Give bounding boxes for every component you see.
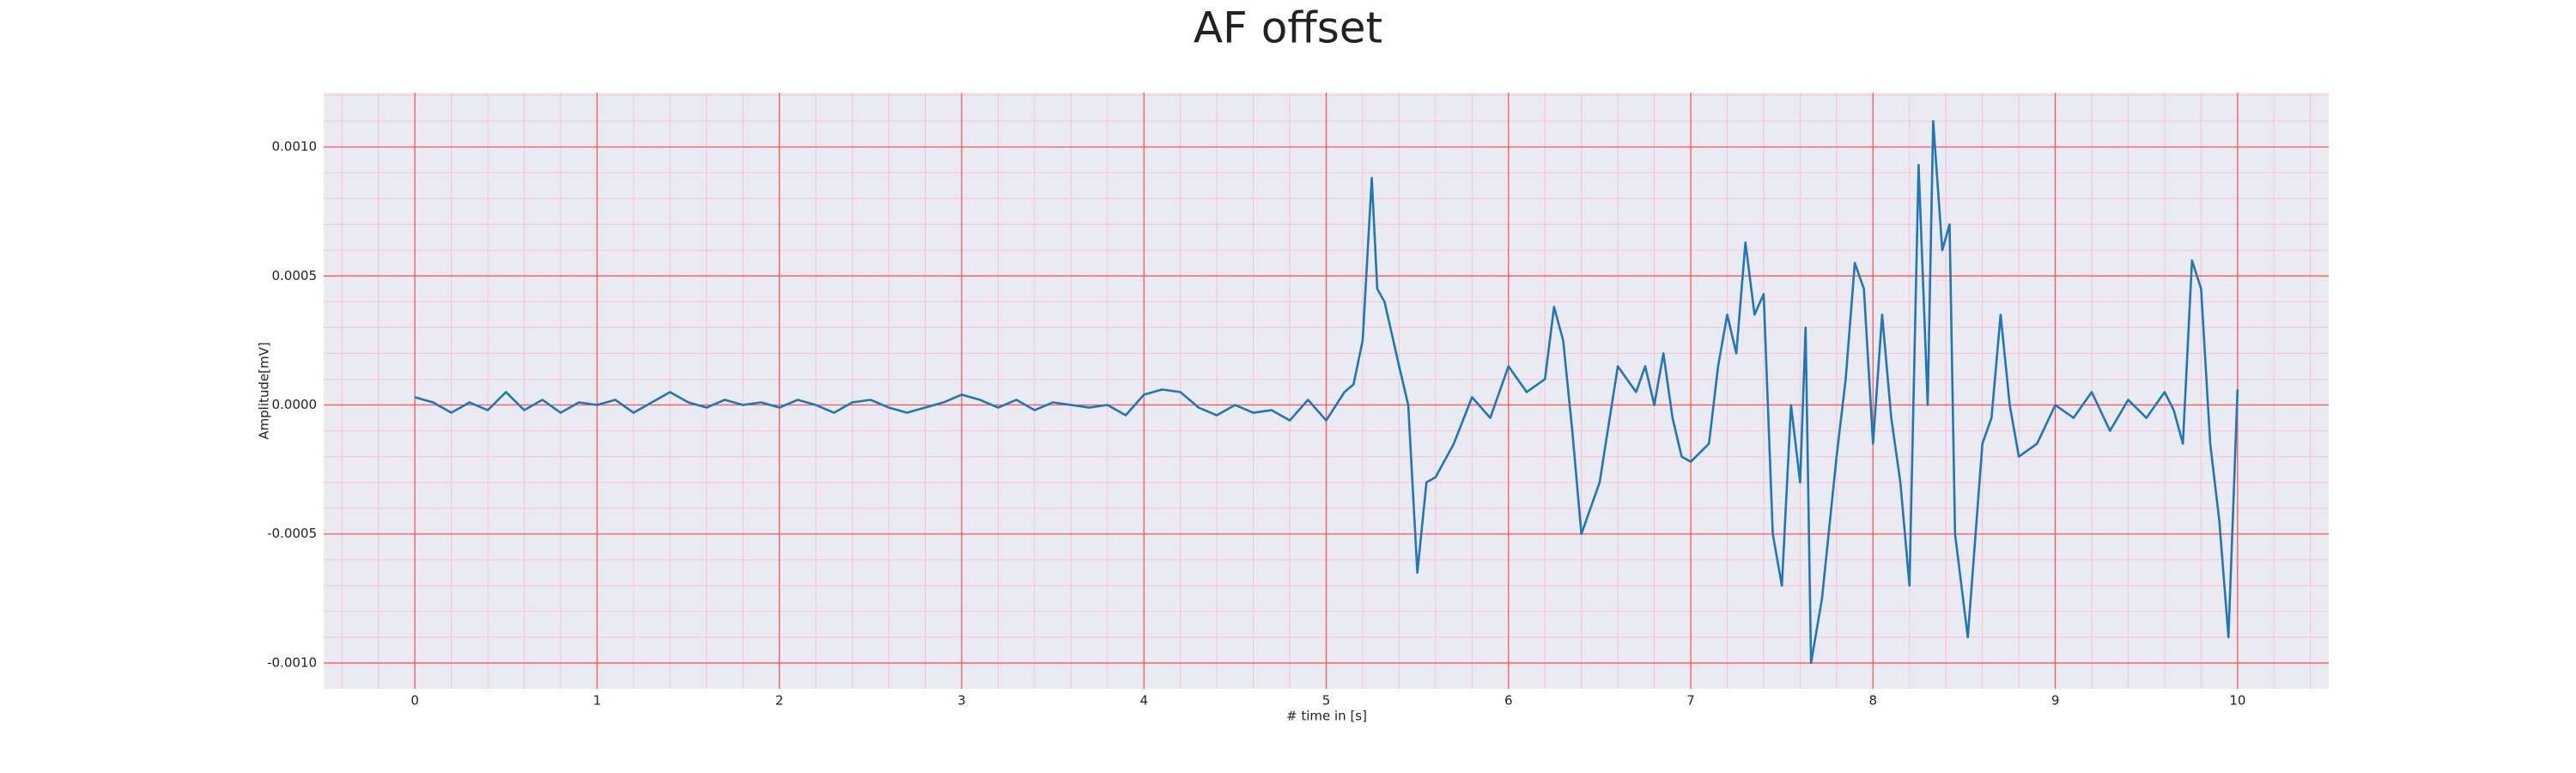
- x-tick-label: 5: [1322, 693, 1331, 709]
- signal-line: [414, 119, 2239, 665]
- y-tick-label: 0.0000: [272, 397, 318, 412]
- x-tick-label: 6: [1504, 693, 1513, 709]
- y-tick-label: 0.0010: [272, 139, 318, 155]
- x-tick-label: 4: [1139, 693, 1148, 709]
- chart-title: AF offset: [1194, 3, 1382, 53]
- x-tick-label: 3: [957, 693, 966, 709]
- x-tick-label: 2: [775, 693, 784, 709]
- y-tick-label: -0.0005: [267, 526, 317, 541]
- x-axis-label: # time in [s]: [1286, 709, 1367, 724]
- x-tick-label: 8: [1869, 693, 1878, 709]
- y-tick-label: 0.0005: [272, 268, 318, 283]
- x-tick-label: 7: [1686, 693, 1695, 709]
- x-tick-label: 10: [2229, 693, 2245, 709]
- x-tick-label: 1: [593, 693, 602, 709]
- x-tick-label: 0: [410, 693, 419, 709]
- y-tick-label: -0.0010: [267, 654, 317, 670]
- x-tick-label: 9: [2051, 693, 2060, 709]
- y-axis-label: Amplitude[mV]: [257, 342, 272, 439]
